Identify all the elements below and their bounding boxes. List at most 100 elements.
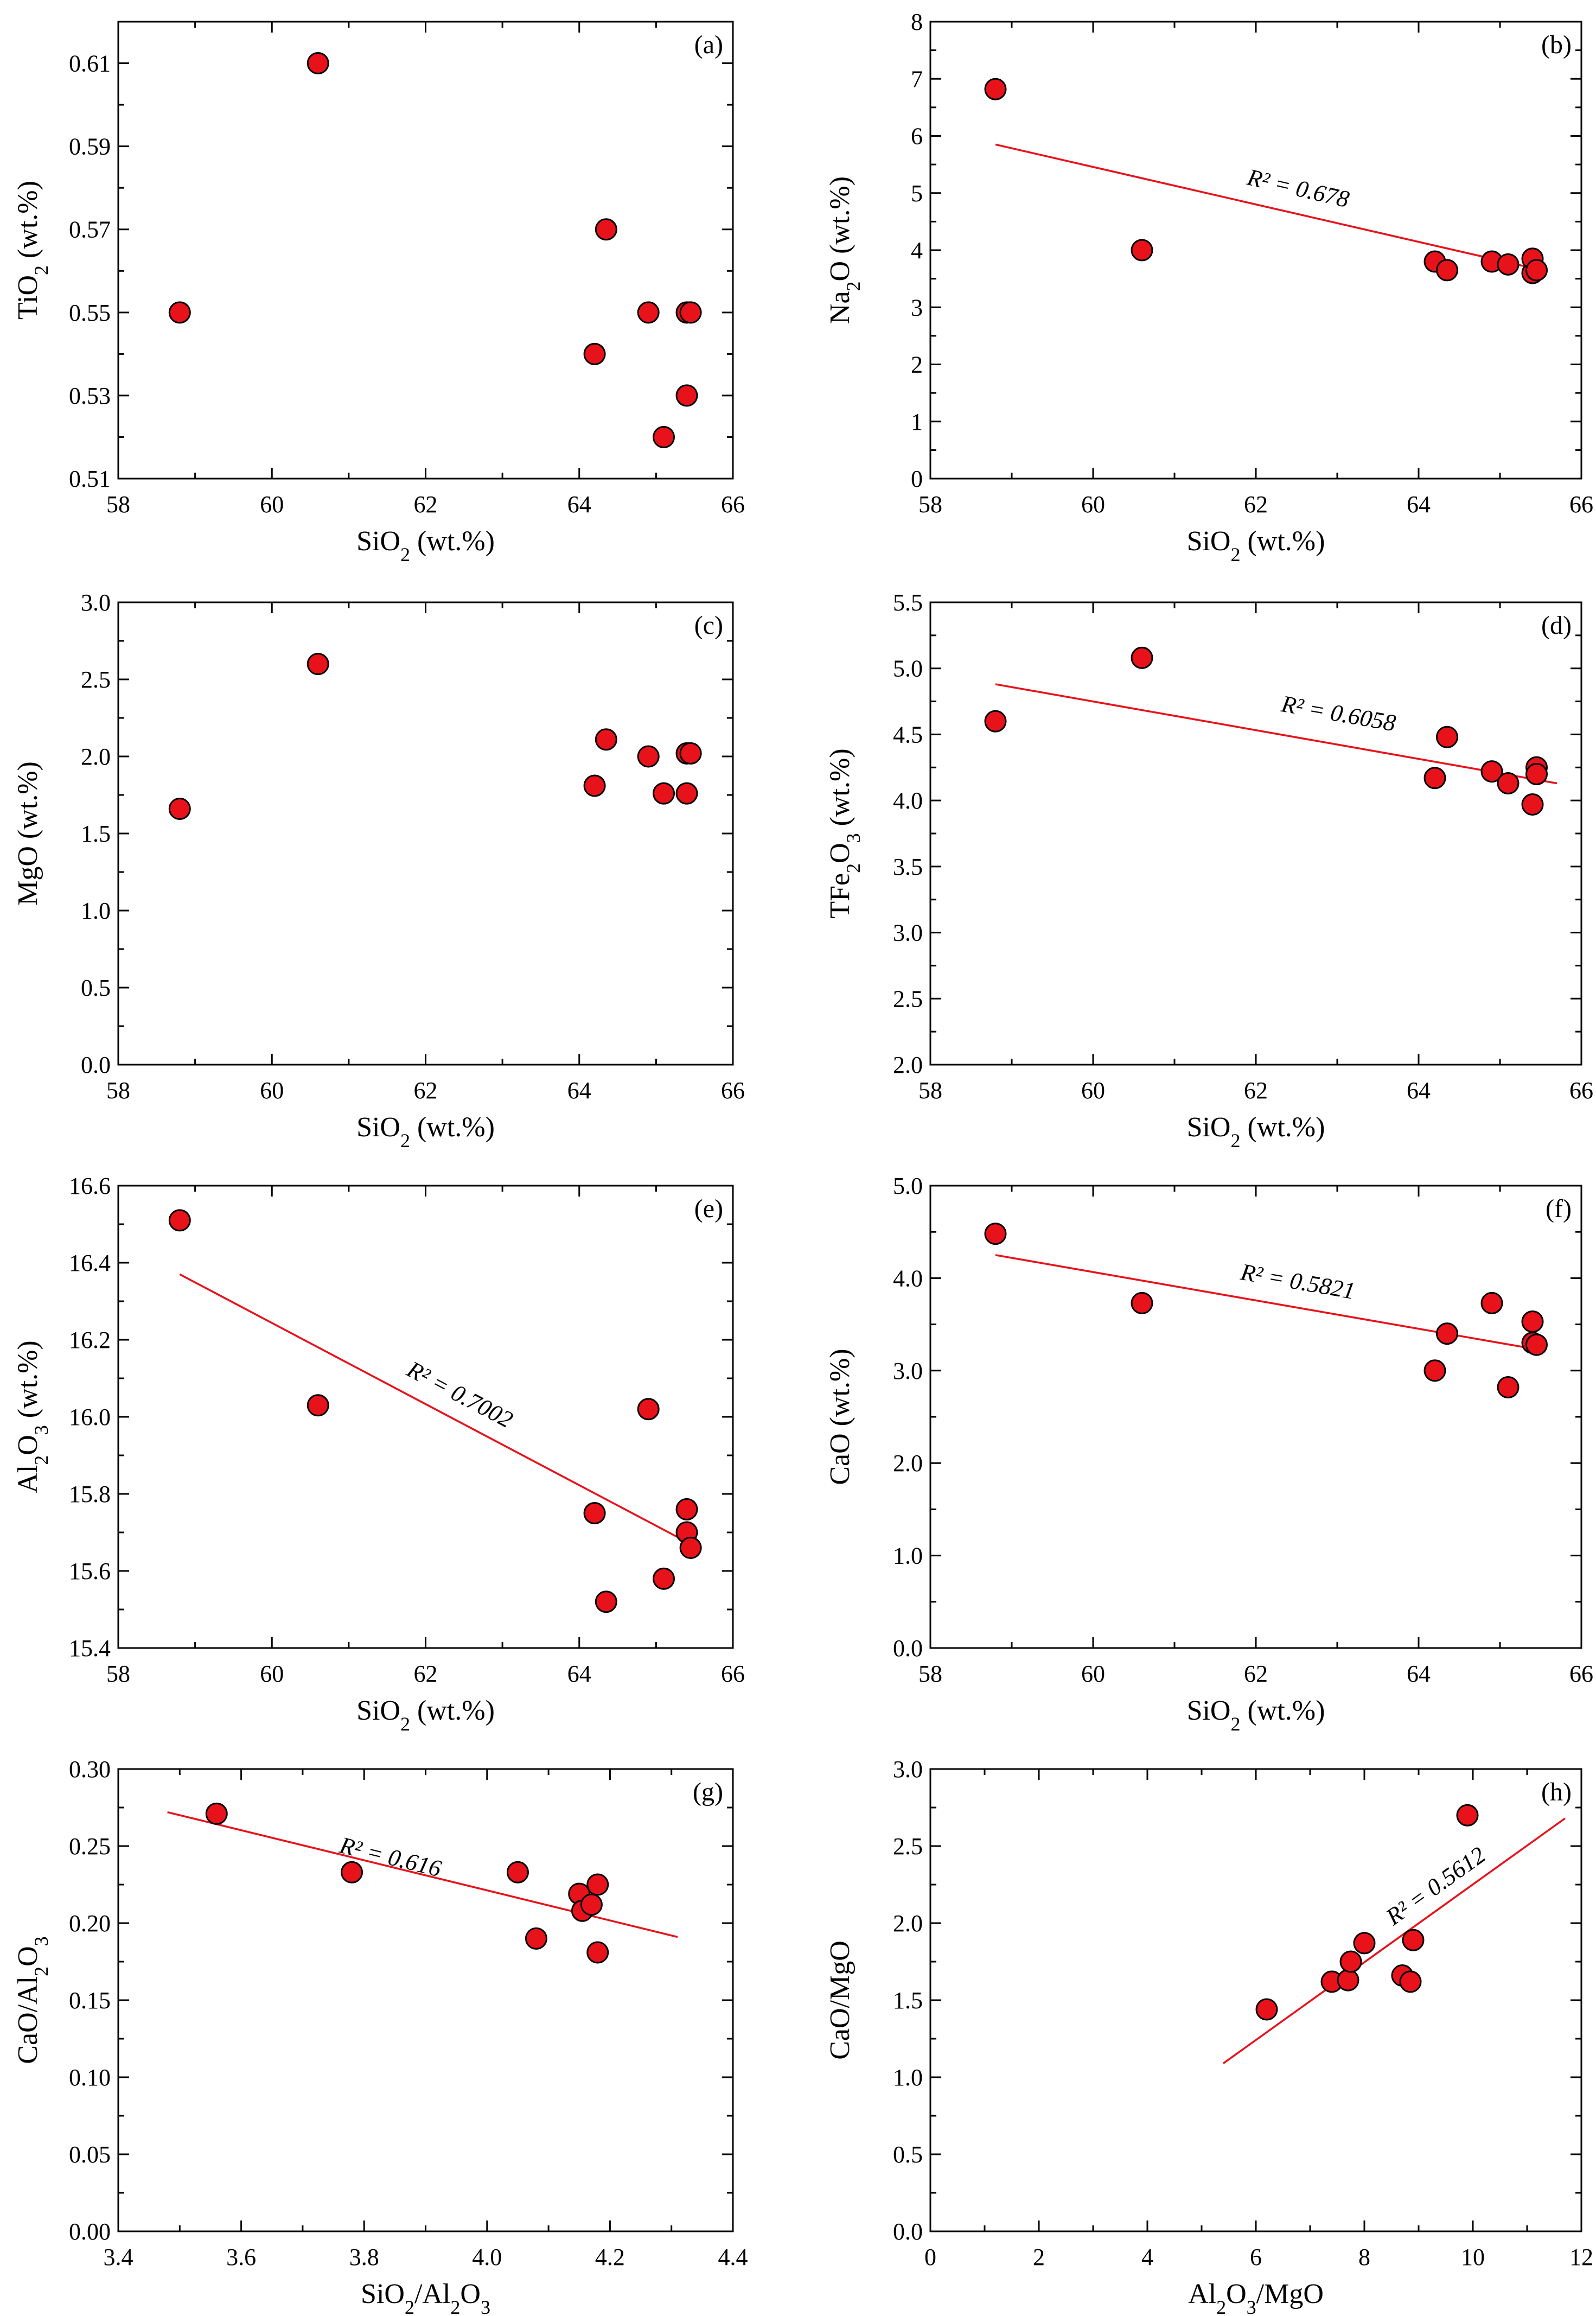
- x-tick-label: 3.4: [104, 2244, 133, 2270]
- y-tick-label: 7: [911, 66, 923, 92]
- plot-frame: [929, 1185, 1582, 1649]
- y-tick-label: 3.5: [893, 854, 923, 880]
- y-tick-label: 1.5: [893, 1987, 923, 2014]
- data-point: [1456, 1804, 1479, 1827]
- data-point: [341, 1861, 363, 1884]
- x-tick-label: 64: [1407, 1660, 1431, 1687]
- y-tick-label: 16.2: [69, 1327, 111, 1353]
- x-tick-label: 66: [721, 491, 745, 518]
- y-tick-label: 1: [911, 409, 923, 435]
- data-point: [1497, 253, 1520, 276]
- y-tick-label: 5.5: [893, 589, 923, 616]
- data-point: [1525, 259, 1548, 282]
- data-point: [679, 1536, 702, 1559]
- data-point: [1337, 1969, 1359, 1991]
- y-tick-label: 3.0: [81, 589, 111, 616]
- x-tick-label: 62: [1244, 491, 1268, 518]
- xlabel-part: SiO: [1187, 526, 1231, 557]
- y-tick-label: 0.55: [69, 300, 111, 326]
- xlabel-part: 3: [1247, 2296, 1256, 2316]
- x-axis-title: SiO2 (wt.%): [1187, 1112, 1325, 1151]
- y-tick-label: 0.30: [69, 1756, 111, 1783]
- data-point: [1131, 646, 1153, 669]
- x-tick-label: 3.6: [226, 2244, 256, 2270]
- x-axis-title: SiO2 (wt.%): [1187, 526, 1325, 565]
- plot-frame: [117, 601, 734, 1066]
- data-point: [637, 301, 660, 324]
- x-tick-label: 60: [1081, 491, 1105, 518]
- x-tick-label: 3.8: [349, 2244, 379, 2270]
- xlabel-part: (wt.%): [410, 1695, 495, 1726]
- ylabel-part: 3: [30, 1425, 52, 1435]
- data-point: [984, 710, 1007, 733]
- data-point: [583, 342, 606, 365]
- trend-line: [179, 1273, 691, 1545]
- xlabel-part: (wt.%): [410, 526, 495, 557]
- ylabel-part: (wt.%): [825, 748, 856, 833]
- x-tick-label: 58: [918, 491, 942, 518]
- y-tick-label: 2: [911, 352, 923, 378]
- x-tick-label: 66: [721, 1660, 745, 1687]
- x-tick-label: 66: [1569, 1660, 1593, 1687]
- y-tick-label: 2.0: [893, 1450, 923, 1477]
- x-tick-label: 8: [1358, 2244, 1370, 2270]
- x-axis-title: SiO2 (wt.%): [356, 1112, 495, 1151]
- ylabel-part: (wt.%): [12, 1340, 43, 1425]
- y-tick-label: 5: [911, 180, 923, 207]
- y-axis-title: MgO (wt.%): [12, 761, 43, 906]
- xlabel-part: Al: [1188, 2279, 1216, 2309]
- data-point: [1399, 1970, 1422, 1993]
- x-tick-label: 66: [1569, 491, 1593, 518]
- data-point: [675, 1498, 698, 1520]
- x-tick-label: 60: [1081, 1660, 1105, 1687]
- ylabel-part: CaO (wt.%): [825, 1348, 856, 1485]
- y-axis-title: CaO/Al2O3: [12, 1936, 52, 2064]
- ylabel-part: O: [12, 1435, 43, 1455]
- y-tick-label: 3: [911, 294, 923, 321]
- xlabel-part: /MgO: [1256, 2279, 1324, 2309]
- y-tick-label: 15.4: [69, 1635, 111, 1662]
- y-tick-label: 5.0: [893, 1173, 923, 1199]
- y-tick-label: 3.0: [893, 1358, 923, 1384]
- data-point: [205, 1802, 228, 1825]
- y-tick-label: 15.6: [69, 1558, 111, 1585]
- x-tick-label: 62: [414, 1660, 438, 1687]
- y-tick-label: 0.00: [69, 2218, 111, 2245]
- x-tick-label: 60: [260, 1660, 284, 1687]
- xlabel-part: 2: [450, 2296, 460, 2316]
- data-point: [168, 301, 191, 324]
- xlabel-part: (wt.%): [410, 1112, 495, 1143]
- data-point: [637, 745, 660, 768]
- ylabel-part: 3: [30, 1936, 52, 1946]
- chart-panel: 3.4 3.6 3.8 4.0 4.2 4.4 0.00 0.05 0.10 0.15 0.20 0.…: [12, 1756, 748, 2316]
- xlabel-part: 2: [1230, 1130, 1240, 1151]
- data-point: [506, 1861, 529, 1884]
- data-point: [1525, 1333, 1548, 1356]
- ylabel-part: MgO (wt.%): [12, 761, 43, 906]
- data-point: [1402, 1929, 1425, 1951]
- data-point: [168, 798, 191, 820]
- y-tick-label: 1.0: [893, 2064, 923, 2091]
- data-point: [595, 218, 617, 241]
- y-axis-title: TiO2 (wt.%): [12, 181, 52, 320]
- data-point: [1436, 1322, 1458, 1345]
- x-tick-label: 58: [106, 1077, 130, 1104]
- y-tick-label: 0.10: [69, 2064, 111, 2091]
- x-tick-label: 58: [106, 1660, 130, 1687]
- y-tick-label: 1.0: [81, 898, 111, 924]
- y-tick-label: 0.25: [69, 1833, 111, 1860]
- x-tick-label: 62: [1244, 1077, 1268, 1104]
- y-tick-label: 5.0: [893, 656, 923, 682]
- data-point: [1521, 1310, 1544, 1333]
- y-tick-label: 2.5: [81, 666, 111, 693]
- x-axis-title: SiO2/Al2O3: [361, 2279, 490, 2316]
- y-axis-title: Al2O3 (wt.%): [12, 1340, 52, 1493]
- plot-frame: [117, 1768, 734, 2232]
- trend-line: [995, 143, 1537, 270]
- x-tick-label: 4.2: [595, 2244, 625, 2270]
- panel-label: (b): [1541, 30, 1572, 59]
- ylabel-part: 2: [842, 863, 864, 873]
- data-point: [679, 742, 702, 765]
- data-point: [595, 728, 617, 751]
